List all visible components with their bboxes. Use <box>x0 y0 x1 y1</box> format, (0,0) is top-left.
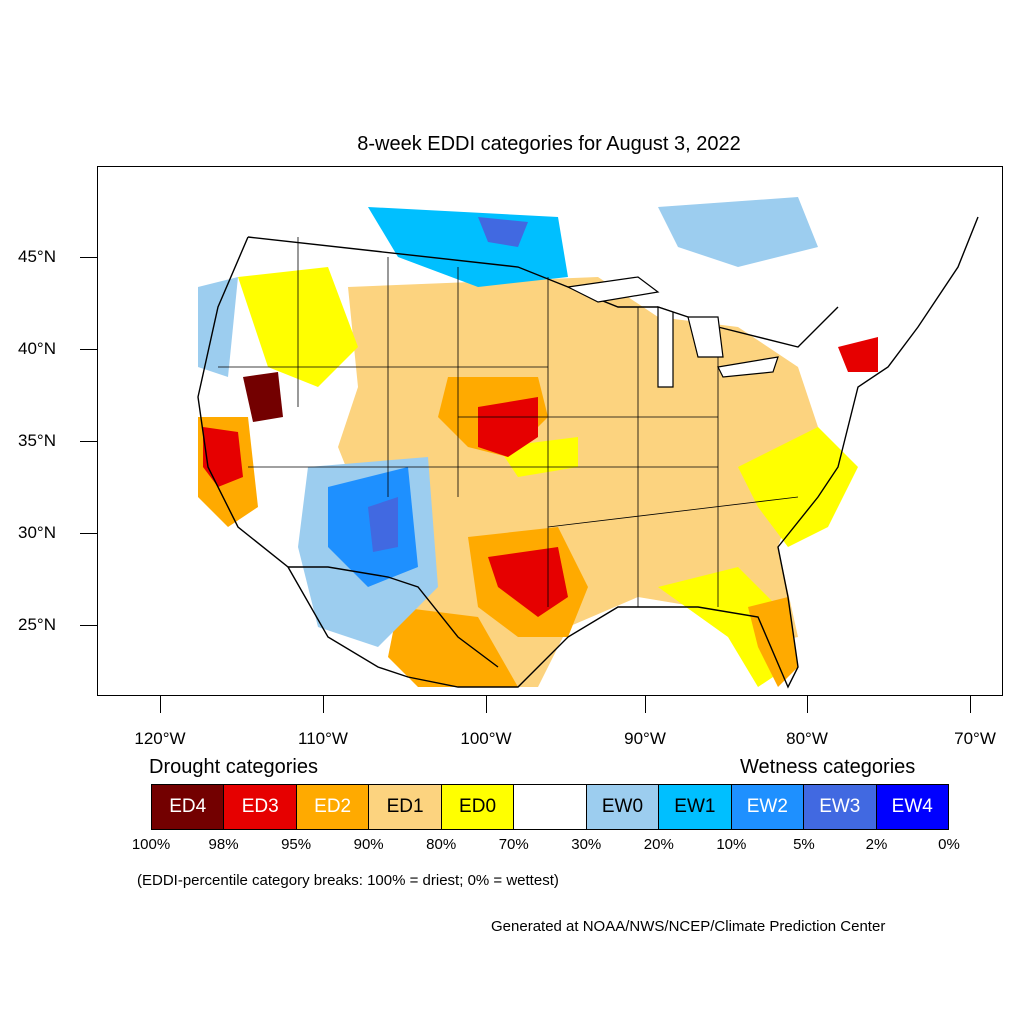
region-ew3-north <box>478 217 528 247</box>
legend-ed2: ED2 <box>296 785 370 829</box>
percentile-label: 95% <box>281 836 312 853</box>
lon-label: 90°W <box>624 729 666 748</box>
region-ed2-florida <box>748 597 798 687</box>
percentile-label: 98% <box>208 836 239 853</box>
lake-superior <box>566 276 660 303</box>
lon-tick <box>970 696 971 713</box>
lat-tick <box>80 441 97 442</box>
eddi-map-svg <box>197 197 979 689</box>
percentile-label: 2% <box>865 836 888 853</box>
wetness-categories-title: Wetness categories <box>740 756 916 778</box>
lake-erie <box>717 356 779 378</box>
percentile-label: 20% <box>643 836 674 853</box>
category-note: (EDDI-percentile category breaks: 100% =… <box>137 872 559 889</box>
lake-michigan <box>657 306 674 388</box>
legend-normal <box>514 785 587 829</box>
credit-line: Generated at NOAA/NWS/NCEP/Climate Predi… <box>491 918 886 935</box>
lat-tick <box>80 349 97 350</box>
map-title: 8-week EDDI categories for August 3, 202… <box>357 133 741 155</box>
lon-label: 80°W <box>786 729 828 748</box>
region-ed0-southeast <box>658 567 788 687</box>
lat-label: 25°N <box>18 615 56 634</box>
percentile-label: 90% <box>353 836 384 853</box>
lake-huron <box>687 316 724 358</box>
lat-label: 30°N <box>18 523 56 542</box>
lon-label: 100°W <box>460 729 512 748</box>
legend-ew3: EW3 <box>804 785 877 829</box>
lat-tick <box>80 625 97 626</box>
eddi-map <box>97 166 1003 696</box>
legend-ew0: EW0 <box>586 785 660 829</box>
region-ed3-california <box>203 427 243 487</box>
region-ew3-southwest <box>368 497 398 552</box>
percentile-label: 0% <box>938 836 960 853</box>
legend-ew2: EW2 <box>731 785 805 829</box>
legend-ew1: EW1 <box>659 785 732 829</box>
legend-ew4: EW4 <box>876 785 948 829</box>
lon-label: 110°W <box>298 729 348 748</box>
percentile-label: 5% <box>793 836 815 853</box>
percentile-label: 30% <box>571 836 602 853</box>
region-ed4-nevada <box>243 372 283 422</box>
lon-label: 70°W <box>954 729 996 748</box>
lon-label: 120°W <box>134 729 186 748</box>
percentile-label: 10% <box>716 836 747 853</box>
state-lines <box>218 237 799 607</box>
legend-ed0: ED0 <box>441 785 515 829</box>
lat-label: 40°N <box>18 339 56 358</box>
percentile-label: 70% <box>498 836 529 853</box>
lon-tick <box>807 696 808 713</box>
region-ew0-canada <box>658 197 818 267</box>
percentile-label: 80% <box>426 836 457 853</box>
legend-ed3: ED3 <box>224 785 297 829</box>
lat-label: 35°N <box>18 431 56 450</box>
region-ed2-south-tx <box>388 607 518 687</box>
lon-tick <box>323 696 324 713</box>
mexico-border <box>288 566 499 668</box>
drought-categories-title: Drought categories <box>149 756 318 778</box>
legend-ed1: ED1 <box>369 785 442 829</box>
legend-ed4: ED4 <box>152 785 225 829</box>
lat-tick <box>80 257 97 258</box>
region-ed3-northeast <box>838 337 878 372</box>
us-outline <box>197 216 979 689</box>
category-regions <box>198 197 878 687</box>
great-lakes <box>566 276 779 388</box>
region-ew0-pacific <box>198 277 238 377</box>
percentile-label: 100% <box>131 836 171 853</box>
lat-tick <box>80 533 97 534</box>
category-legend: ED4 ED3 ED2 ED1 ED0 EW0 EW1 EW2 EW3 EW4 <box>151 784 949 830</box>
lon-tick <box>645 696 646 713</box>
region-ed0-east <box>738 427 858 547</box>
lon-tick <box>160 696 161 713</box>
lon-tick <box>486 696 487 713</box>
lat-label: 45°N <box>18 247 56 266</box>
region-ed3-nebraska <box>478 397 538 457</box>
